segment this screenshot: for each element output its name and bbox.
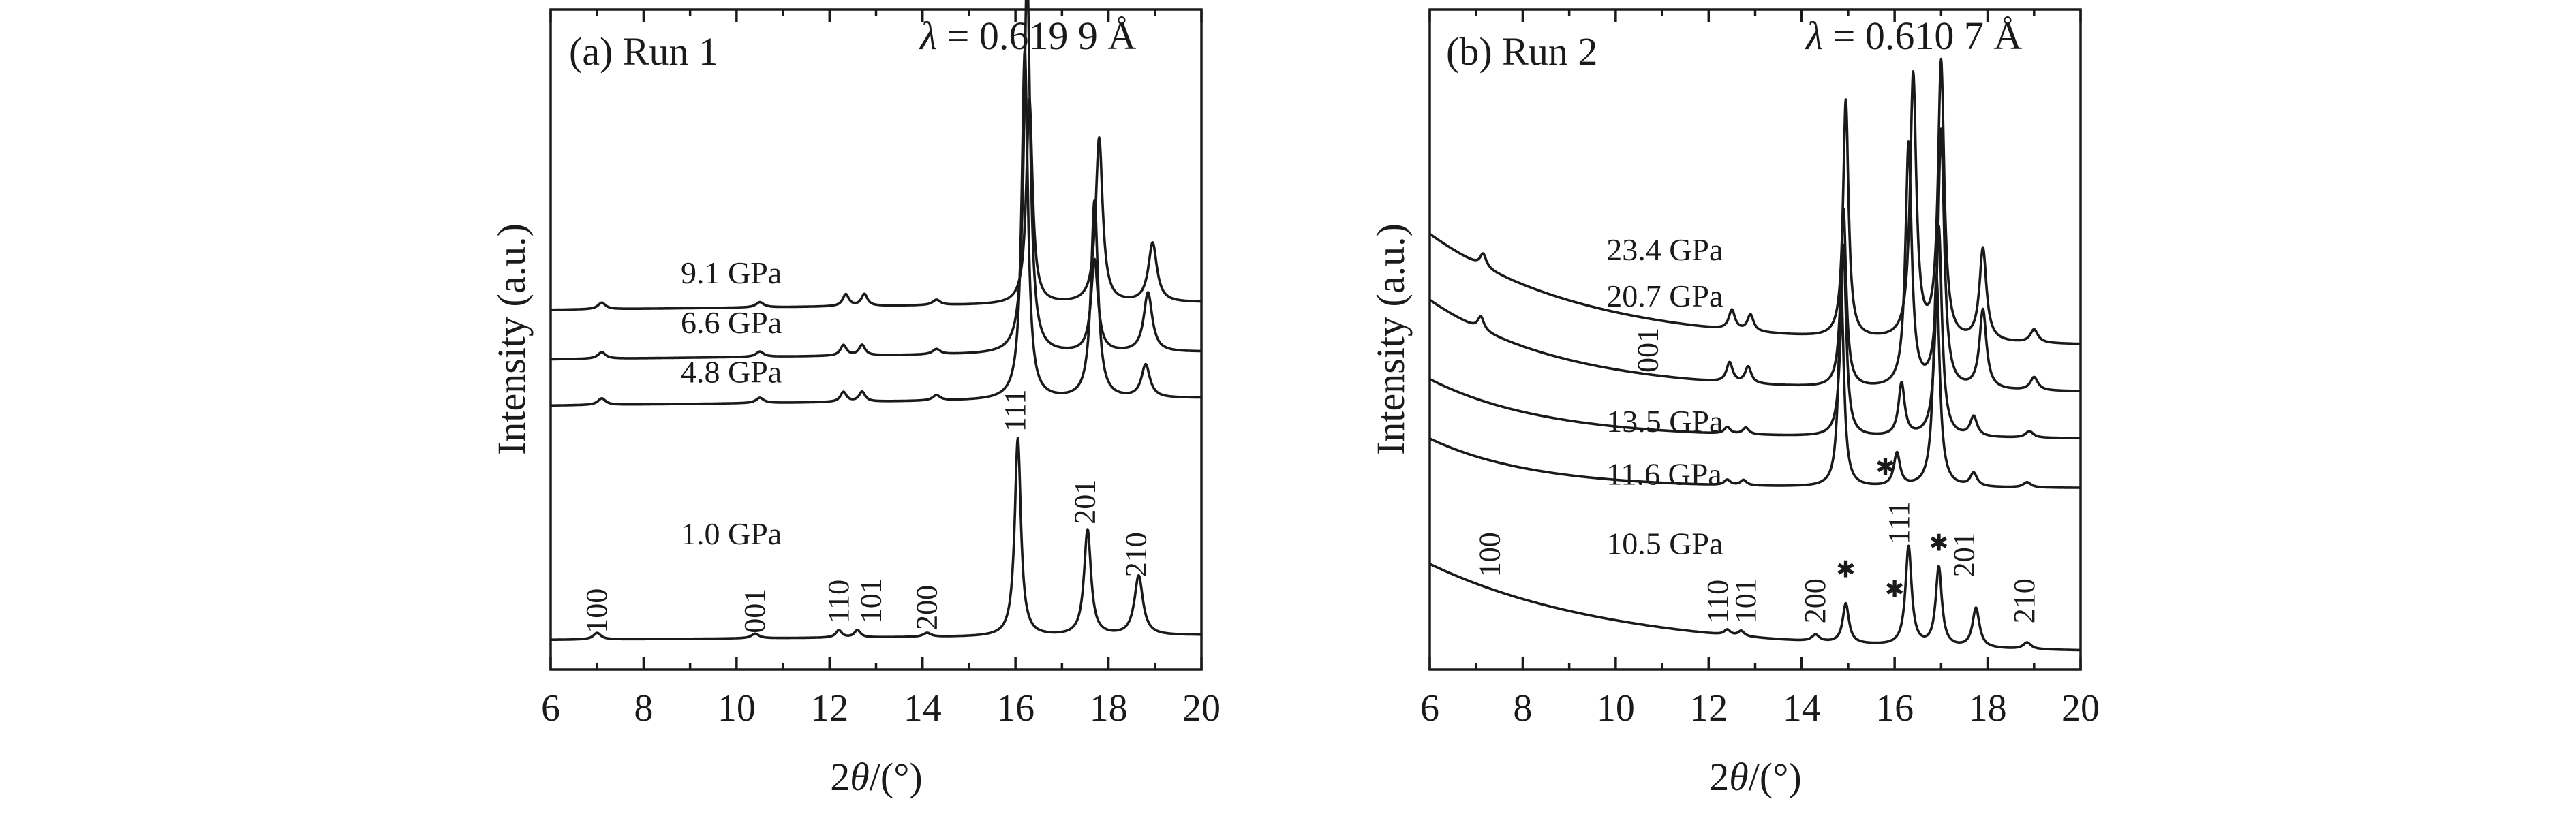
x-tick-label: 18	[1090, 687, 1128, 729]
peak-label: 001	[1631, 328, 1665, 373]
panel-a-frame	[549, 8, 1203, 671]
peak-label: 200	[910, 585, 944, 630]
series-label: 13.5 GPa	[1606, 404, 1723, 439]
wavelength-label: λ = 0.610 7 Å	[1805, 14, 2022, 58]
panel-label: (b) Run 2	[1446, 29, 1597, 74]
peak-label: 200	[1798, 578, 1832, 623]
series-line	[549, 0, 1203, 361]
panel-b-series-labels: 10.5 GPa 11.6 GPa 13.5 GPa 20.7 GPa 23.4…	[1606, 232, 1723, 561]
x-tick-label: 16	[996, 687, 1034, 729]
wavelength-value: = 0.619 9 Å	[937, 14, 1136, 58]
x-tick-label: 20	[1182, 687, 1221, 729]
panel-a-traces	[549, 0, 1203, 642]
peak-label: 110	[1701, 580, 1734, 623]
peak-label: 201	[1948, 532, 1981, 577]
series-line	[1428, 57, 2082, 345]
x-tick-label: 20	[2061, 687, 2100, 729]
panel-b-peak-labels: 100 001 110 101 200 111 201 210	[1473, 328, 2041, 623]
series-label: 23.4 GPa	[1606, 232, 1723, 267]
peak-label: 210	[1120, 532, 1153, 577]
y-axis-label: Intensity (a.u.)	[489, 223, 534, 455]
series-line	[549, 437, 1203, 642]
x-tick-label: 6	[1420, 687, 1439, 729]
series-label: 1.0 GPa	[681, 516, 782, 551]
x-axis-label-prefix: 2	[830, 755, 850, 799]
x-tick-label: 12	[810, 687, 848, 729]
x-tick-label: 6	[541, 687, 560, 729]
peak-label: 111	[1882, 501, 1916, 544]
peak-label: 210	[2008, 578, 2041, 623]
star-marker: ✱	[1929, 531, 1949, 556]
panel-a: 6 8 10 12 14 16 18 20 1.0 GPa 4.8 GPa 6.…	[489, 0, 1221, 799]
star-marker: ✱	[1885, 577, 1905, 602]
x-tick-label: 18	[1969, 687, 2007, 729]
peak-label: 101	[1729, 578, 1762, 623]
panel-a-series-labels: 1.0 GPa 4.8 GPa 6.6 GPa 9.1 GPa	[681, 255, 782, 551]
star-marker: ✱	[1875, 455, 1895, 480]
x-tick-label: 8	[1513, 687, 1532, 729]
wavelength-label: λ = 0.619 9 Å	[919, 14, 1136, 58]
peak-label: 201	[1069, 480, 1102, 524]
x-axis-label-prefix: 2	[1709, 755, 1729, 799]
panel-b-markers: ✱ ✱ ✱ ✱	[1836, 455, 1948, 602]
panel-b-tick-labels: 6 8 10 12 14 16 18 20	[1420, 687, 2100, 729]
series-line	[1428, 274, 2082, 489]
x-axis-label: 2θ/(°)	[1709, 755, 1801, 799]
y-axis-label: Intensity (a.u.)	[1368, 223, 1413, 455]
peak-label: 100	[580, 589, 613, 633]
lambda-symbol: λ	[919, 14, 937, 58]
series-label: 6.6 GPa	[681, 305, 782, 340]
x-tick-label: 16	[1875, 687, 1914, 729]
panel-b-traces	[1428, 57, 2082, 652]
series-label: 9.1 GPa	[681, 255, 782, 290]
x-axis-label-unit: /(°)	[1749, 755, 1802, 799]
series-line	[1428, 224, 2082, 439]
peak-label: 111	[998, 389, 1032, 432]
series-line	[549, 48, 1203, 407]
peak-label: 110	[822, 580, 855, 623]
peak-label: 001	[738, 589, 771, 633]
x-tick-label: 12	[1689, 687, 1728, 729]
panel-a-ticks	[549, 10, 1203, 670]
series-label: 11.6 GPa	[1606, 457, 1722, 492]
x-tick-label: 8	[634, 687, 653, 729]
x-axis-label-theta: θ	[1729, 755, 1749, 799]
series-line	[1428, 127, 2082, 392]
panel-b-ticks	[1428, 10, 2082, 670]
panel-a-tick-labels: 6 8 10 12 14 16 18 20	[541, 687, 1221, 729]
panel-a-peak-labels: 100 001 110 101 200 111 201 210	[580, 389, 1152, 633]
star-marker: ✱	[1836, 557, 1856, 582]
x-tick-label: 10	[718, 687, 756, 729]
series-label: 20.7 GPa	[1606, 279, 1723, 313]
wavelength-value: = 0.610 7 Å	[1823, 14, 2022, 58]
peak-label: 100	[1473, 532, 1507, 577]
panel-label: (a) Run 1	[569, 29, 718, 74]
panel-b: 6 8 10 12 14 16 18 20 10.5 GPa 11.6 GPa …	[1368, 8, 2100, 799]
peak-label: 101	[855, 578, 888, 623]
x-axis-label-theta: θ	[850, 755, 870, 799]
series-label: 4.8 GPa	[681, 354, 782, 389]
series-label: 10.5 GPa	[1606, 526, 1723, 561]
x-tick-label: 14	[1783, 687, 1821, 729]
x-tick-label: 10	[1597, 687, 1635, 729]
lambda-symbol: λ	[1805, 14, 1823, 58]
series-line	[1428, 544, 2082, 652]
x-axis-label-unit: /(°)	[870, 755, 923, 799]
x-tick-label: 14	[904, 687, 942, 729]
series-line	[549, 97, 1203, 311]
x-axis-label: 2θ/(°)	[830, 755, 922, 799]
panel-b-frame	[1428, 8, 2082, 671]
